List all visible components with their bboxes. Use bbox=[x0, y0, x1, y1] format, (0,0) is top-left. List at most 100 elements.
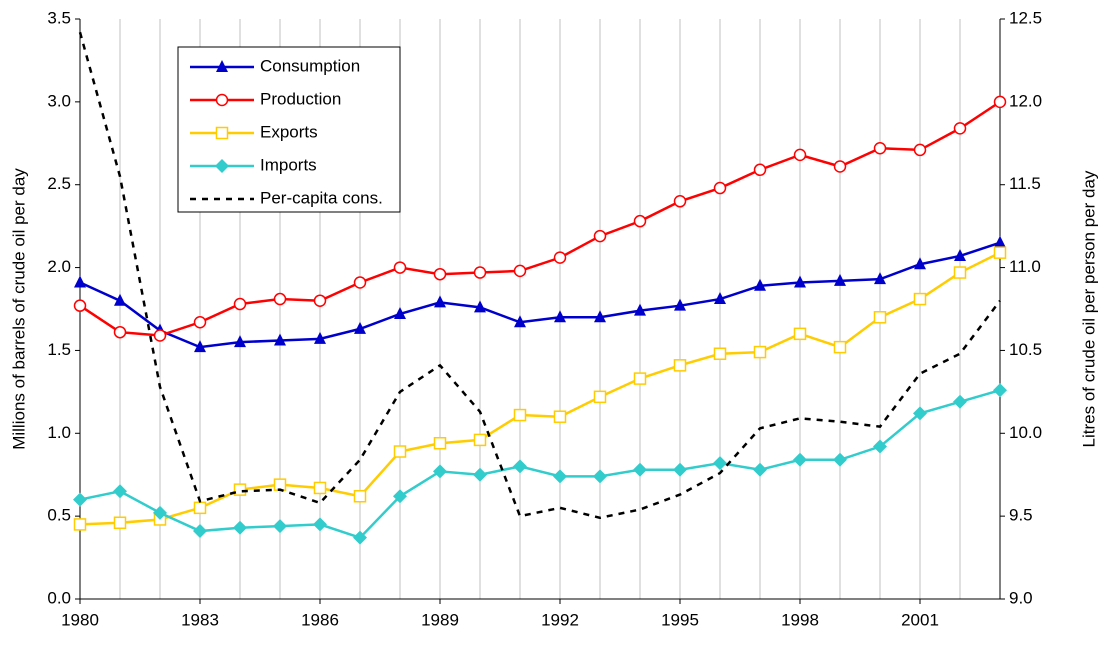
y2-tick-label: 10.0 bbox=[1009, 423, 1042, 442]
marker bbox=[193, 316, 207, 329]
marker bbox=[234, 335, 246, 348]
marker bbox=[713, 347, 727, 360]
marker bbox=[754, 278, 766, 291]
marker bbox=[313, 481, 327, 495]
marker bbox=[913, 143, 927, 157]
y2-tick-label: 11.0 bbox=[1009, 257, 1041, 276]
marker bbox=[274, 333, 286, 346]
legend-box bbox=[177, 46, 401, 213]
marker bbox=[873, 311, 887, 324]
marker bbox=[753, 163, 767, 177]
marker bbox=[513, 459, 527, 474]
marker bbox=[793, 452, 807, 467]
x-tick-label: 1992 bbox=[541, 610, 579, 629]
y-axis-label: Millions of barrels of crude oil per day bbox=[9, 168, 28, 450]
marker bbox=[113, 325, 127, 339]
legend-label: Consumption bbox=[260, 56, 360, 75]
marker bbox=[873, 142, 887, 155]
marker bbox=[393, 445, 407, 458]
marker bbox=[953, 266, 967, 279]
legend-label: Exports bbox=[260, 122, 318, 141]
marker bbox=[633, 372, 647, 385]
y2-axis-label: Litres of crude oil per person per day bbox=[1079, 170, 1098, 447]
marker bbox=[634, 303, 646, 316]
marker bbox=[434, 295, 446, 308]
marker bbox=[834, 273, 846, 286]
x-tick-label: 2001 bbox=[901, 610, 939, 629]
marker bbox=[593, 229, 607, 243]
y2-tick-label: 9.5 bbox=[1009, 506, 1033, 525]
marker bbox=[953, 122, 967, 135]
marker bbox=[153, 505, 167, 520]
marker bbox=[215, 93, 229, 107]
marker bbox=[473, 266, 487, 279]
legend: Consumption Production Exports Imports Per-c… bbox=[177, 46, 401, 213]
marker bbox=[553, 410, 567, 423]
y-tick-label: 2.5 bbox=[47, 174, 71, 193]
marker bbox=[273, 292, 287, 306]
marker bbox=[914, 257, 926, 270]
marker bbox=[993, 383, 1007, 398]
y2-tick-label: 12.0 bbox=[1009, 91, 1042, 110]
marker bbox=[113, 484, 127, 499]
x-tick-label: 1980 bbox=[61, 610, 99, 629]
marker bbox=[753, 345, 767, 359]
series-line bbox=[79, 241, 1001, 349]
y2-tick-label: 12.5 bbox=[1009, 8, 1042, 27]
marker bbox=[393, 489, 407, 504]
marker bbox=[713, 181, 727, 195]
y-tick-label: 2.0 bbox=[47, 257, 71, 276]
x-tick-label: 1983 bbox=[181, 610, 219, 629]
marker bbox=[913, 292, 927, 306]
marker bbox=[593, 469, 607, 484]
marker bbox=[113, 516, 127, 530]
marker bbox=[354, 321, 366, 334]
marker bbox=[793, 327, 807, 341]
marker bbox=[633, 214, 647, 228]
marker bbox=[554, 310, 566, 323]
y2-tick-label: 9.0 bbox=[1009, 588, 1033, 607]
marker bbox=[353, 530, 367, 545]
marker bbox=[513, 408, 527, 422]
marker bbox=[273, 519, 287, 534]
marker bbox=[153, 329, 167, 342]
series-line bbox=[79, 100, 1001, 337]
marker bbox=[73, 492, 87, 507]
marker bbox=[193, 524, 207, 539]
marker bbox=[953, 394, 967, 409]
marker bbox=[473, 433, 487, 447]
marker bbox=[394, 306, 406, 319]
x-tick-label: 1995 bbox=[661, 610, 699, 629]
marker bbox=[673, 195, 687, 208]
marker bbox=[673, 462, 687, 477]
marker bbox=[215, 159, 229, 173]
series-line bbox=[78, 31, 1001, 520]
x-tick-label: 1989 bbox=[421, 610, 459, 629]
marker bbox=[74, 275, 86, 288]
marker bbox=[313, 294, 327, 307]
y-tick-label: 3.5 bbox=[47, 8, 71, 27]
marker bbox=[433, 436, 447, 450]
marker bbox=[913, 406, 927, 421]
marker bbox=[353, 490, 367, 503]
marker bbox=[633, 462, 647, 477]
marker bbox=[215, 126, 229, 140]
x-tick-label: 1998 bbox=[781, 610, 819, 629]
marker bbox=[553, 251, 567, 264]
y-tick-label: 3.0 bbox=[47, 91, 71, 110]
marker bbox=[216, 60, 228, 72]
marker bbox=[314, 331, 326, 344]
marker bbox=[393, 261, 407, 274]
legend-label: Imports bbox=[260, 155, 317, 174]
series-line bbox=[79, 388, 1001, 540]
legend-label: Production bbox=[260, 89, 341, 108]
marker bbox=[674, 298, 686, 311]
marker bbox=[553, 469, 567, 484]
marker bbox=[114, 293, 126, 306]
x-tick-label: 1986 bbox=[301, 610, 339, 629]
marker bbox=[833, 452, 847, 467]
marker bbox=[673, 359, 687, 372]
y2-tick-label: 11.5 bbox=[1009, 174, 1041, 193]
marker bbox=[993, 95, 1007, 109]
